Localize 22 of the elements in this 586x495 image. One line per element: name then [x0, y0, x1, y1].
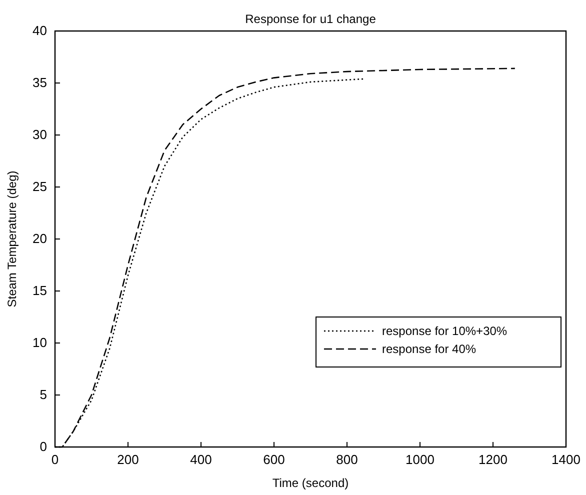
y-tick-label: 0: [40, 439, 47, 454]
legend-label: response for 10%+30%: [382, 324, 508, 338]
y-tick-label: 25: [32, 179, 47, 194]
x-tick-label: 600: [263, 452, 285, 468]
y-tick-label: 10: [32, 335, 47, 350]
y-tick-label: 35: [32, 75, 47, 90]
x-tick-label: 0: [51, 452, 59, 468]
x-tick-label: 200: [117, 452, 139, 468]
y-tick-label: 30: [32, 127, 47, 142]
y-axis-title: Steam Temperature (deg): [5, 170, 19, 308]
y-tick-label: 5: [40, 387, 47, 402]
x-tick-label: 1000: [406, 452, 434, 468]
chart-title: Response for u1 change: [245, 12, 376, 26]
legend-label: response for 40%: [382, 342, 476, 356]
y-tick-label: 40: [32, 23, 47, 38]
x-tick-label: 1200: [478, 452, 508, 468]
x-tick-label: 800: [336, 452, 358, 468]
y-tick-label: 15: [32, 283, 47, 298]
x-axis-title: Time (second): [272, 476, 349, 490]
x-tick-label: 1400: [552, 452, 580, 468]
x-tick-label: 400: [190, 452, 212, 468]
y-tick-label: 20: [32, 231, 47, 246]
